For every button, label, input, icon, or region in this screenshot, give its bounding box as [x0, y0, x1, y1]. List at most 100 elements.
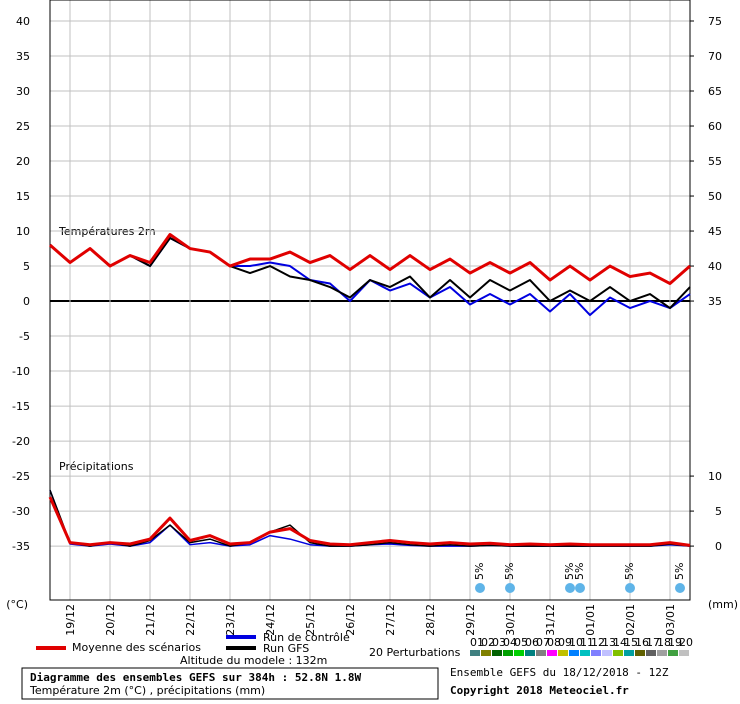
- x-tick-label: 26/12: [344, 604, 357, 636]
- perturbation-swatch: [525, 650, 535, 656]
- y-tick-label: -20: [12, 435, 30, 448]
- precip-label: Précipitations: [59, 460, 134, 473]
- perturbation-label: 13: [602, 636, 616, 649]
- y2-tick-label: 70: [708, 50, 722, 63]
- perturbation-label: 16: [635, 636, 649, 649]
- y2-tick-label: 60: [708, 120, 722, 133]
- snow-label: 5%: [623, 563, 636, 580]
- x-tick-label: 01/01: [584, 604, 597, 636]
- y-tick-label: 0: [23, 295, 30, 308]
- y2-tick-label: 50: [708, 190, 722, 203]
- y-tick-label: 25: [16, 120, 30, 133]
- x-tick-label: 29/12: [464, 604, 477, 636]
- perturbation-label: 08: [547, 636, 561, 649]
- perturbation-swatch: [514, 650, 524, 656]
- perturbation-label: 12: [591, 636, 605, 649]
- x-tick-label: 19/12: [64, 604, 77, 636]
- perturbation-label: 04: [503, 636, 517, 649]
- perturbation-swatch: [602, 650, 612, 656]
- subtitle: Température 2m (°C) , précipitations (mm…: [29, 684, 265, 697]
- perturbation-swatch: [470, 650, 480, 656]
- y2-tick-label: 10: [708, 470, 722, 483]
- perturbation-label: 01: [470, 636, 484, 649]
- y-tick-label: -10: [12, 365, 30, 378]
- series-line: [49, 489, 691, 547]
- y-tick-label: 40: [16, 15, 30, 28]
- perturbation-swatch: [547, 650, 557, 656]
- y2-tick-label: 75: [708, 15, 722, 28]
- perturbation-swatch: [503, 650, 513, 656]
- y2-axis-label: (mm): [708, 598, 738, 611]
- y2-tick-label: 35: [708, 295, 722, 308]
- perturbation-label: 14: [613, 636, 627, 649]
- x-tick-label: 31/12: [544, 604, 557, 636]
- perturbation-label: 09: [558, 636, 572, 649]
- y-tick-label: 5: [23, 260, 30, 273]
- snow-label: 5%: [673, 563, 686, 580]
- legend-label: Moyenne des scénarios: [72, 641, 201, 654]
- snow-icon: [575, 583, 585, 593]
- y-tick-label: -25: [12, 470, 30, 483]
- snow-label: 5%: [503, 563, 516, 580]
- y2-tick-label: 5: [715, 505, 722, 518]
- x-tick-label: 25/12: [304, 604, 317, 636]
- perturbation-label: 20: [679, 636, 693, 649]
- perturbation-label: 19: [668, 636, 682, 649]
- title: Diagramme des ensembles GEFS sur 384h : …: [30, 671, 362, 684]
- y-axis-label: (°C): [6, 598, 28, 611]
- perturbation-swatch: [679, 650, 689, 656]
- perturbation-label: 02: [481, 636, 495, 649]
- altitude: Altitude du modele : 132m: [180, 654, 327, 667]
- perturbation-swatch: [569, 650, 579, 656]
- y-tick-label: 30: [16, 85, 30, 98]
- ensemble-info: Ensemble GEFS du 18/12/2018 - 12Z: [450, 666, 669, 679]
- perturbation-swatch: [591, 650, 601, 656]
- x-tick-label: 02/01: [624, 604, 637, 636]
- perturbation-label: 10: [569, 636, 583, 649]
- snow-icon: [625, 583, 635, 593]
- perturbation-label: 07: [536, 636, 550, 649]
- perturbation-label: 17: [646, 636, 660, 649]
- perturbation-label: 15: [624, 636, 638, 649]
- perturbations-label: 20 Perturbations: [369, 646, 461, 659]
- y-tick-label: 15: [16, 190, 30, 203]
- perturbation-label: 11: [580, 636, 594, 649]
- x-tick-label: 28/12: [424, 604, 437, 636]
- y2-tick-label: 40: [708, 260, 722, 273]
- perturbation-swatch: [635, 650, 645, 656]
- perturbation-label: 06: [525, 636, 539, 649]
- y-tick-label: -30: [12, 505, 30, 518]
- plot: [48, 0, 694, 601]
- snow-icon: [505, 583, 515, 593]
- perturbation-label: 05: [514, 636, 528, 649]
- snow-icon: [475, 583, 485, 593]
- snow-label: 5%: [473, 563, 486, 580]
- y-tick-label: 20: [16, 155, 30, 168]
- x-tick-label: 21/12: [144, 604, 157, 636]
- perturbation-swatch: [657, 650, 667, 656]
- series-line: [49, 237, 691, 310]
- x-tick-label: 20/12: [104, 604, 117, 636]
- y2-tick-label: 45: [708, 225, 722, 238]
- x-tick-label: 30/12: [504, 604, 517, 636]
- perturbation-swatch: [613, 650, 623, 656]
- snow-icon: [675, 583, 685, 593]
- x-tick-label: 03/01: [664, 604, 677, 636]
- y2-tick-label: 55: [708, 155, 722, 168]
- x-tick-label: 23/12: [224, 604, 237, 636]
- perturbation-swatch: [492, 650, 502, 656]
- perturbation-swatch: [646, 650, 656, 656]
- y-tick-label: 10: [16, 225, 30, 238]
- y2-tick-label: 0: [715, 540, 722, 553]
- x-tick-label: 27/12: [384, 604, 397, 636]
- snow-label: 5%: [573, 563, 586, 580]
- x-tick-label: 24/12: [264, 604, 277, 636]
- y-tick-label: -35: [12, 540, 30, 553]
- y-tick-label: -15: [12, 400, 30, 413]
- y-tick-label: -5: [19, 330, 30, 343]
- y2-tick-label: 65: [708, 85, 722, 98]
- perturbation-label: 03: [492, 636, 506, 649]
- legend-label: Run de contrôle: [263, 631, 350, 644]
